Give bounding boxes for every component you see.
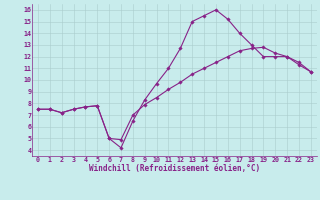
X-axis label: Windchill (Refroidissement éolien,°C): Windchill (Refroidissement éolien,°C): [89, 164, 260, 173]
